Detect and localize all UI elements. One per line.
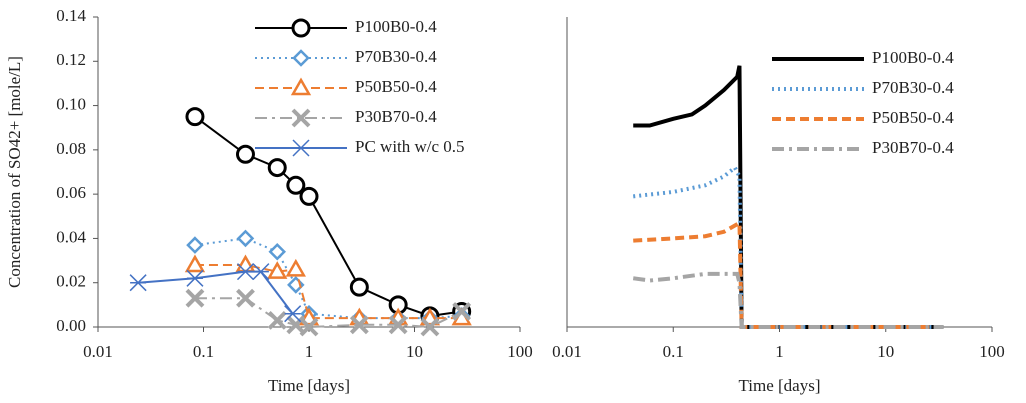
marker (235, 144, 255, 164)
marker (349, 277, 369, 297)
legend-label: P30B70-0.4 (355, 107, 437, 126)
marker (267, 158, 287, 178)
marker (129, 274, 147, 292)
marker (299, 186, 319, 206)
legend-label: P100B0-0.4 (355, 17, 437, 36)
y-axis-label: Concentration of SO42+ [mole/L] (5, 56, 24, 288)
marker (299, 317, 319, 337)
marker (452, 302, 472, 321)
y-tick-label: 0.10 (56, 94, 86, 113)
x-axis-label: Time [days] (268, 376, 350, 395)
marker (349, 315, 369, 335)
marker (388, 315, 408, 335)
series-line (632, 271, 944, 329)
marker (252, 263, 270, 281)
x-tick-label: 1 (775, 342, 784, 361)
x-tick-label: 0.1 (663, 342, 684, 361)
x-tick-label: 10 (406, 342, 423, 361)
y-tick-label: 0.04 (56, 227, 86, 246)
marker (285, 258, 306, 277)
legend-label: P70B30-0.4 (355, 47, 437, 66)
x-tick-label: 0.01 (552, 342, 582, 361)
marker (420, 317, 440, 337)
x-axis-label: Time [days] (738, 376, 820, 395)
y-tick-label: 0.08 (56, 139, 86, 158)
marker (185, 288, 205, 308)
marker (291, 108, 311, 128)
marker (186, 269, 204, 287)
y-tick-label: 0.00 (56, 316, 86, 335)
y-tick-label: 0.06 (56, 183, 86, 202)
legend-label: P50B50-0.4 (872, 108, 954, 127)
x-tick-label: 0.1 (193, 342, 214, 361)
marker (268, 242, 287, 261)
marker (292, 49, 310, 67)
marker (184, 254, 206, 273)
y-tick-label: 0.14 (56, 6, 86, 25)
marker (236, 288, 255, 308)
series-line (633, 164, 944, 329)
marker (284, 305, 302, 323)
x-tick-label: 10 (877, 342, 894, 361)
legend-label: P50B50-0.4 (355, 77, 437, 96)
y-tick-label: 0.02 (56, 272, 86, 291)
marker (267, 261, 288, 279)
marker (185, 107, 205, 127)
series-line (633, 219, 944, 329)
marker (267, 310, 287, 330)
marker (186, 236, 204, 254)
marker (290, 77, 312, 96)
x-tick-label: 100 (507, 342, 533, 361)
legend-label: P30B70-0.4 (872, 138, 954, 157)
marker (292, 139, 310, 157)
series-line (194, 297, 463, 329)
marker (291, 18, 311, 38)
marker (236, 263, 255, 281)
x-tick-label: 0.01 (83, 342, 113, 361)
series-line (633, 65, 944, 329)
legend-label: P70B30-0.4 (872, 78, 954, 97)
marker (236, 229, 255, 248)
legend-label: P100B0-0.4 (872, 48, 954, 67)
series-line (194, 237, 462, 320)
marker (286, 175, 306, 195)
x-tick-label: 1 (305, 342, 314, 361)
legend-label: PC with w/c 0.5 (355, 137, 465, 156)
y-tick-label: 0.12 (56, 50, 86, 69)
x-tick-label: 100 (979, 342, 1005, 361)
